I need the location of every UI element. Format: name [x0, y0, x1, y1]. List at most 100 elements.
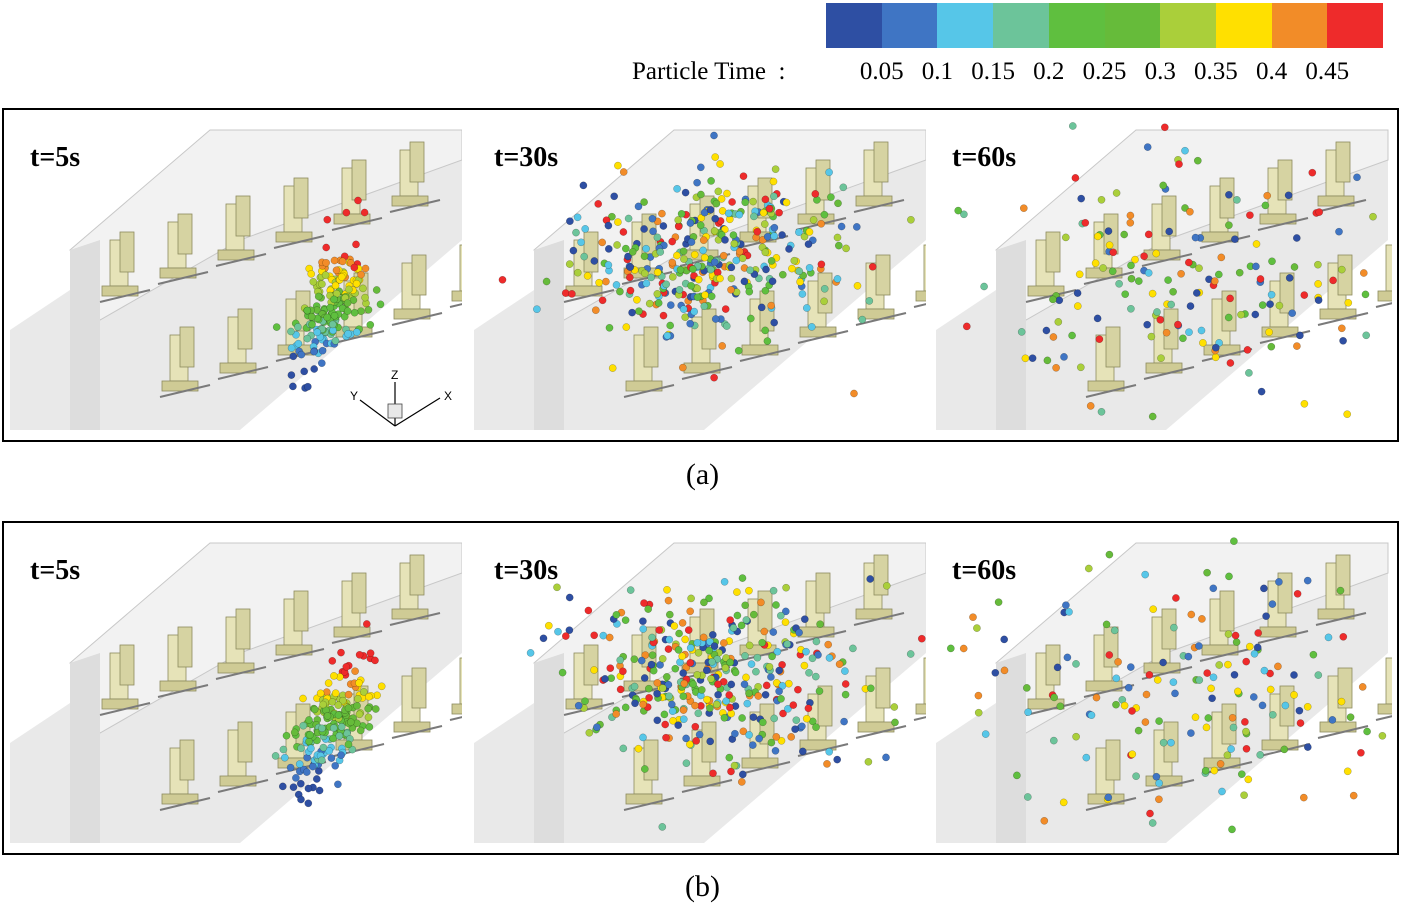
particle	[1149, 605, 1158, 614]
particle	[1240, 791, 1248, 800]
seat-cushion	[219, 362, 257, 374]
particle	[775, 666, 784, 675]
seat-cushion	[393, 721, 431, 733]
seat-rail	[1085, 797, 1137, 811]
particle	[812, 637, 821, 646]
particle	[808, 654, 817, 663]
particle	[306, 730, 314, 739]
particle	[725, 753, 734, 762]
particle	[850, 389, 858, 398]
particle	[696, 221, 705, 230]
particle	[337, 648, 345, 657]
particle	[800, 615, 809, 624]
particle	[1262, 612, 1270, 621]
particle	[841, 680, 850, 688]
particle	[331, 689, 340, 698]
particle	[619, 228, 628, 236]
axis-triad: Y Z X	[340, 360, 460, 430]
seat-back	[817, 272, 833, 314]
colorbar-swatch	[937, 3, 994, 48]
seat-rail	[797, 743, 849, 757]
seat-rail	[1143, 779, 1195, 793]
particle	[1230, 670, 1239, 679]
particle	[825, 168, 833, 177]
particle	[1092, 693, 1101, 702]
seat-cushion	[333, 213, 371, 225]
seat-cushion	[915, 703, 926, 715]
particle	[326, 303, 335, 312]
particle	[779, 709, 787, 718]
particle	[1216, 760, 1225, 768]
seat-rail	[795, 630, 847, 644]
particle	[324, 679, 333, 687]
particle	[825, 654, 834, 662]
particle	[1073, 302, 1082, 310]
seat-back	[1335, 554, 1351, 596]
particle	[729, 231, 738, 239]
particle	[318, 346, 327, 355]
particle	[1215, 661, 1224, 669]
particle	[788, 264, 796, 273]
particle	[1231, 631, 1240, 640]
particle	[655, 626, 664, 634]
particle	[356, 726, 365, 735]
particle	[866, 575, 875, 583]
particle	[323, 215, 332, 224]
scene-b-t5: t=5s	[10, 533, 462, 843]
particle	[741, 198, 750, 207]
particle	[640, 252, 649, 261]
particle	[738, 254, 747, 263]
particle	[1232, 638, 1241, 646]
particle	[1134, 726, 1143, 735]
particle	[658, 654, 667, 663]
particle	[761, 326, 770, 335]
seat-rail	[215, 666, 267, 680]
particle	[778, 231, 786, 239]
particle	[858, 315, 867, 324]
seat-rail	[159, 384, 211, 398]
particle	[814, 651, 822, 659]
particle	[630, 655, 639, 664]
seat-back	[1337, 254, 1353, 296]
particle	[693, 178, 701, 187]
colorbar-swatch	[993, 3, 1049, 48]
particle	[1081, 218, 1090, 227]
particle	[1060, 353, 1068, 361]
particle	[619, 168, 628, 176]
particle	[1228, 713, 1237, 722]
seat-back	[177, 626, 193, 668]
particle	[630, 682, 639, 691]
particle	[317, 756, 326, 765]
particle	[1314, 296, 1323, 305]
particle	[1071, 174, 1080, 182]
particle	[707, 292, 716, 301]
particle	[1268, 710, 1277, 719]
particle	[1124, 683, 1133, 692]
particle	[823, 760, 831, 768]
particle	[303, 334, 312, 343]
axis-y-label: Y	[350, 389, 358, 403]
particle	[334, 711, 343, 719]
seat-back	[1105, 739, 1121, 781]
particle	[278, 782, 287, 791]
particle	[665, 610, 674, 619]
particle	[705, 646, 713, 655]
particle	[674, 216, 683, 224]
particle	[699, 246, 707, 255]
particle	[297, 795, 305, 804]
particle	[790, 256, 799, 265]
particle	[1148, 289, 1157, 298]
particle	[1164, 276, 1172, 284]
particle	[1266, 300, 1274, 309]
legend-tick-label: 0.2	[1033, 58, 1065, 85]
seat-back	[1385, 657, 1392, 705]
particle	[833, 233, 842, 242]
particle	[809, 216, 818, 224]
particle	[791, 725, 799, 734]
particle	[668, 707, 677, 716]
particle	[1093, 314, 1102, 323]
seat-cushion	[857, 308, 895, 320]
colorbar-swatch	[1327, 3, 1384, 48]
particle	[760, 627, 769, 636]
particle	[737, 621, 746, 630]
